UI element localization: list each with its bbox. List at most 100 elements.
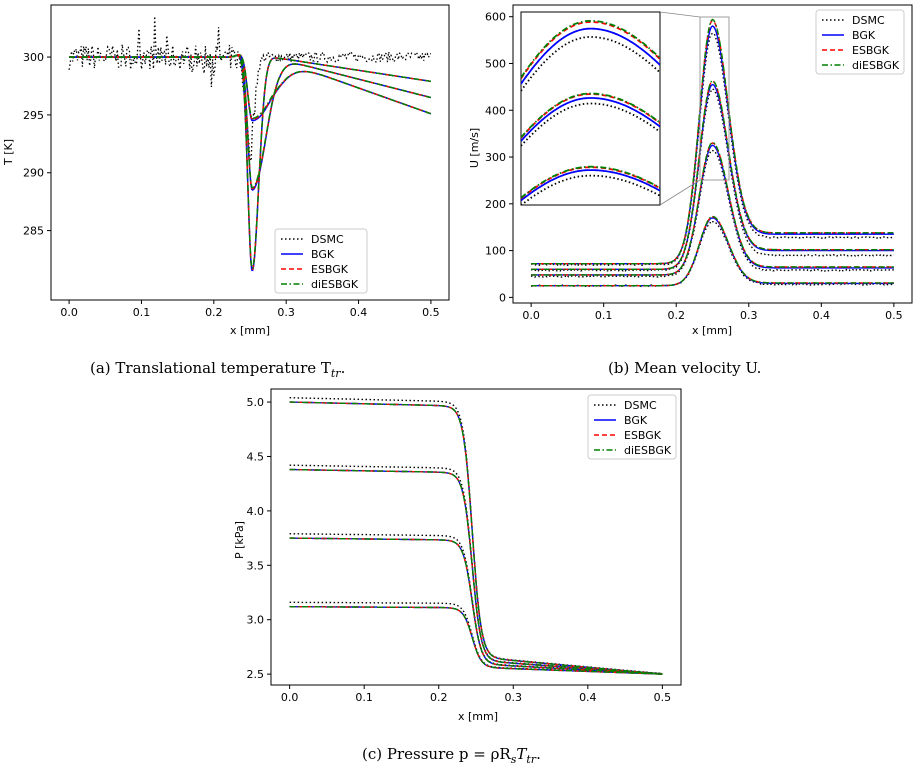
y-tick-label: 5.0 [247,396,265,409]
series-line-dsmc [530,149,894,278]
legend-box [274,228,368,294]
series-line-diesbgk [69,54,432,189]
y-tick-label: 400 [485,104,506,117]
panel-b-series [530,18,895,288]
y-tick-label: 100 [485,245,506,258]
series-line-esbgk [531,216,894,287]
legend-label: ESBGK [624,429,662,442]
y-tick-label: 4.0 [247,505,265,518]
zoom-region [699,16,730,181]
x-tick-label: 0.0 [522,309,540,322]
panel-c-frame [270,388,682,686]
y-tick-label: 200 [485,198,506,211]
x-tick-label: 0.4 [350,306,368,319]
zoom-connector [659,179,701,206]
legend-label: diESBGK [852,59,900,72]
x-tick-label: 0.4 [813,309,831,322]
legend-label: ESBGK [311,263,349,276]
series-line-bgk [289,605,663,675]
series-line-diesbgk [531,18,894,265]
panel-c-series [289,397,663,675]
panel-a-ticks: 0.0 0.1 0.2 0.3 0.4 0.5 285 290 295 300 [23,51,440,319]
panel-a-ylabel: T [K] [2,139,15,166]
legend-label: ESBGK [852,44,890,57]
x-tick-label: 0.5 [885,309,903,322]
panel-a-frame [50,4,450,301]
series-line-diesbgk [521,20,660,79]
panel-c-ylabel: P [kPa] [233,521,246,559]
x-tick-label: 0.5 [654,691,672,704]
series-line-esbgk [289,468,663,675]
y-tick-label: 500 [485,57,506,70]
series-line-diesbgk [531,141,894,276]
panel-a-legend: DSMC BGK ESBGK diESBGK [274,228,368,294]
y-tick-label: 285 [23,225,44,238]
series-line-dsmc [521,102,660,147]
y-tick-label: 290 [23,167,44,180]
panel-b-caption: (b) Mean velocity U. [608,359,761,377]
series-line-dsmc [530,219,895,288]
panel-c-pressure: 0.0 0.1 0.2 0.3 0.4 0.5 2.5 3.0 3.5 4.0 4.5 5.0 x [… [233,388,682,766]
panel-c-xlabel: x [mm] [458,710,498,723]
legend-label: DSMC [311,233,344,246]
x-tick-label: 0.3 [505,691,523,704]
legend-label: diESBGK [624,444,672,457]
legend-label: BGK [624,414,648,427]
x-tick-label: 0.1 [133,306,151,319]
series-line-diesbgk [289,605,663,675]
series-line-bgk [69,54,432,191]
y-tick-label: 3.0 [247,614,265,627]
panel-b-frame [512,4,913,304]
x-tick-label: 0.0 [60,306,78,319]
series-line-esbgk [521,21,660,79]
x-tick-label: 0.2 [667,309,685,322]
panel-c-caption: (c) Pressure p = ρRsTtr. [362,745,541,766]
x-tick-label: 0.2 [205,306,223,319]
series-line-bgk [521,27,660,85]
legend-label: diESBGK [311,278,359,291]
series-line-dsmc [289,601,663,675]
x-tick-label: 0.1 [355,691,373,704]
series-line-diesbgk [289,537,663,675]
panel-b-inset [520,11,730,206]
series-line-esbgk [531,80,894,270]
series-line-bgk [521,169,660,202]
series-line-esbgk [69,53,432,121]
legend-box [587,394,677,460]
series-line-diesbgk [289,468,663,675]
x-tick-label: 0.1 [595,309,613,322]
inset-frame [520,11,661,206]
x-tick-label: 0.4 [579,691,597,704]
y-tick-label: 295 [23,109,44,122]
panel-b-velocity: 0.0 0.1 0.2 0.3 0.4 0.5 0 100 200 300 400 500 600 x … [468,4,913,377]
series-line-esbgk [289,605,663,675]
panel-b-ticks: 0.0 0.1 0.2 0.3 0.4 0.5 0 100 200 300 400 500 600 [485,11,903,322]
series-line-diesbgk [289,401,663,675]
x-tick-label: 0.0 [281,691,299,704]
series-line-dsmc [521,174,660,205]
series-line-dsmc [531,32,895,267]
panel-a-temperature: 0.0 0.1 0.2 0.3 0.4 0.5 285 290 295 300 x [mm] T … [2,4,450,380]
series-line-bgk [289,468,663,675]
legend-label: DSMC [624,399,657,412]
series-line-dsmc [521,36,660,92]
y-tick-label: 4.5 [247,450,265,463]
series-line-diesbgk [521,165,660,199]
panel-a-series [68,16,432,272]
y-tick-label: 300 [485,151,506,164]
series-line-dsmc [530,87,895,272]
legend-label: BGK [311,248,335,261]
y-tick-label: 2.5 [247,668,265,681]
panel-b-ylabel: U [m/s] [468,128,481,168]
series-line-diesbgk [69,53,432,120]
legend-label: DSMC [852,14,885,27]
series-line-diesbgk [521,92,660,139]
y-tick-label: 3.5 [247,559,265,572]
series-line-bgk [521,97,660,142]
series-line-dsmc [289,464,663,675]
y-tick-label: 0 [499,291,506,304]
panel-c-legend: DSMC BGK ESBGK diESBGK [587,394,677,460]
panel-a-xlabel: x [mm] [230,324,270,337]
x-tick-label: 0.3 [740,309,758,322]
